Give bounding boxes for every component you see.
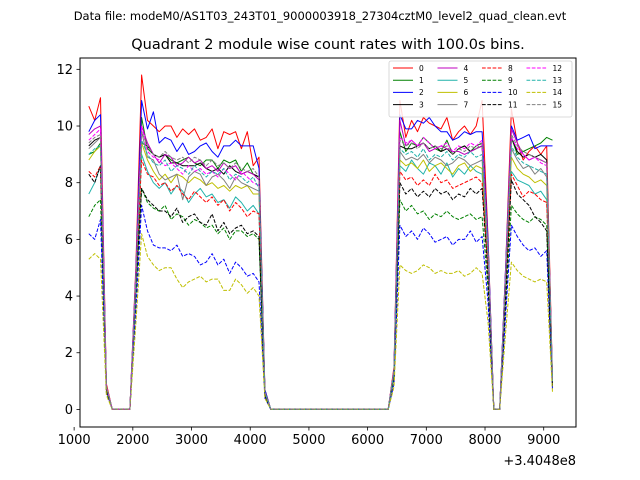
legend-label-8: 8 xyxy=(508,64,513,73)
legend-label-3: 3 xyxy=(419,100,424,109)
legend-label-1: 1 xyxy=(419,76,424,85)
axes-frame xyxy=(79,57,577,428)
legend-label-4: 4 xyxy=(464,64,469,73)
y-tick-label: 2 xyxy=(65,346,73,361)
legend-label-6: 6 xyxy=(464,88,469,97)
legend-label-11: 11 xyxy=(508,100,518,109)
x-tick-label: 8000 xyxy=(468,433,501,448)
x-tick-label: 5000 xyxy=(292,433,325,448)
legend-box xyxy=(388,60,573,118)
series-layer xyxy=(88,74,553,410)
x-tick-label: 4000 xyxy=(234,433,267,448)
x-tick-label: 7000 xyxy=(410,433,443,448)
series-line-10 xyxy=(88,204,553,410)
x-offset-text: +3.4048e8 xyxy=(503,454,576,469)
legend-label-9: 9 xyxy=(508,76,513,85)
legend-label-14: 14 xyxy=(553,88,563,97)
series-line-12 xyxy=(88,125,553,410)
y-tick-label: 6 xyxy=(65,233,73,248)
x-tick-label: 9000 xyxy=(527,433,560,448)
y-tick-label: 12 xyxy=(56,63,73,78)
y-tick-label: 10 xyxy=(56,120,73,135)
series-line-11 xyxy=(88,165,553,410)
y-tick-label: 8 xyxy=(65,176,73,191)
series-line-2 xyxy=(88,100,553,410)
x-tick-label: 6000 xyxy=(351,433,384,448)
x-tick-label: 2000 xyxy=(116,433,149,448)
legend-label-13: 13 xyxy=(553,76,563,85)
y-tick-label: 0 xyxy=(65,403,73,418)
ticks-layer: 1000 2000 3000 4000 5000 6000 7000 8000 9000 0 2 4 6… xyxy=(56,63,560,448)
chart-title: Quadrant 2 module wise count rates with … xyxy=(131,37,525,53)
legend-label-10: 10 xyxy=(508,88,518,97)
legend-label-0: 0 xyxy=(419,64,424,73)
series-line-14 xyxy=(88,233,553,410)
legend-label-5: 5 xyxy=(464,76,469,85)
chart-suptitle: Data file: modeM0/AS1T03_243T01_90000039… xyxy=(74,9,567,23)
x-tick-label: 3000 xyxy=(175,433,208,448)
series-line-15 xyxy=(88,131,553,410)
legend-label-12: 12 xyxy=(553,64,563,73)
legend-label-7: 7 xyxy=(464,100,469,109)
legend-label-2: 2 xyxy=(419,88,424,97)
series-line-9 xyxy=(88,187,553,410)
y-tick-label: 4 xyxy=(65,290,73,305)
x-tick-label: 1000 xyxy=(58,433,91,448)
legend-label-15: 15 xyxy=(553,100,563,109)
